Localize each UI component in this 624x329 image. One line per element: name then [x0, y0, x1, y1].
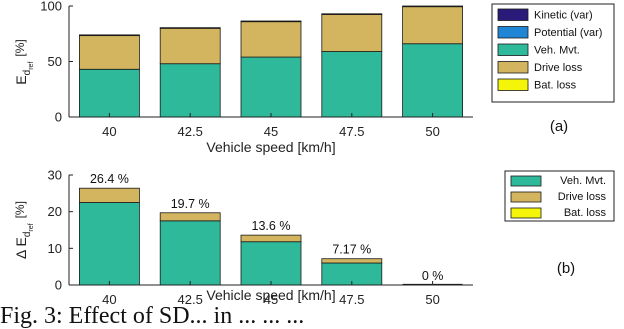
bar-veh-mvt-47-5	[321, 51, 383, 118]
legend-label-drive-loss: Drive loss	[534, 62, 583, 74]
bar-kinetic-var-42-5	[159, 27, 221, 29]
bar-kinetic-var-40	[79, 34, 140, 37]
x-tick-label: 42.5	[178, 124, 203, 139]
legend-swatch-drive-loss	[497, 61, 529, 74]
bar-kinetic-var-45	[240, 20, 302, 23]
bar-drive-loss-45	[240, 234, 302, 243]
bar-drive-loss-50	[402, 6, 464, 45]
data-label: 13.6 %	[252, 219, 291, 233]
bar-drive-loss-45	[240, 21, 302, 58]
y-tick-label: 100	[40, 0, 62, 14]
y-tick-label: 0	[55, 278, 62, 293]
panel-a-chart: 40 42.5 45 47.5 50 0 50 100 Vehicle speed [km/h]…	[13, 0, 615, 155]
x-tick-label: 47.5	[339, 124, 364, 139]
x-tick-label: 47.5	[339, 292, 364, 307]
y-tick-label: 0	[55, 110, 62, 125]
legend-swatch-drive-loss	[510, 191, 542, 203]
legend-label-bat-loss: Bat. loss	[534, 80, 577, 92]
x-tick-label: 50	[425, 292, 439, 307]
bar-drive-loss-40	[79, 34, 140, 70]
y-tick-label: 30	[48, 168, 62, 183]
bar-drive-loss-42-5	[159, 212, 221, 222]
data-label: 0 %	[422, 269, 444, 283]
bar-veh-mvt-45	[240, 56, 302, 118]
y-tick-label: 50	[48, 54, 62, 69]
bar-veh-mvt-45	[240, 241, 302, 286]
bar-veh-mvt-40	[79, 202, 140, 286]
legend-swatch-bat-loss	[497, 78, 529, 91]
y-axis-label: Δ Edref[%]	[13, 201, 35, 259]
legend: Kinetic (var) Potential (var) Veh. Mvt. Dri…	[491, 3, 615, 103]
x-tick-label: 50	[425, 124, 439, 139]
legend-swatch-veh-mvt	[497, 43, 529, 56]
bar-kinetic-var-50	[402, 5, 464, 8]
legend: Veh. Mvt. Drive loss Bat. loss	[504, 170, 615, 222]
legend-swatch-kinetic-var	[497, 8, 529, 21]
legend-label-veh-mvt: Veh. Mvt.	[560, 175, 606, 187]
figure-caption: Fig. 3: Effect of SD... in ... ... ...	[0, 303, 304, 329]
legend-label-potential-var: Potential (var)	[534, 27, 602, 39]
panel-b-chart: 26.4 % 40 19.7 % 42.5 13.6 % 45 7.17 % 47.5 0 % 5…	[13, 168, 615, 307]
data-label: 26.4 %	[90, 172, 129, 186]
x-axis-label: Vehicle speed [km/h]	[206, 139, 335, 155]
data-label: 19.7 %	[171, 197, 210, 211]
x-tick-label: 40	[102, 124, 116, 139]
legend-label-kinetic-var: Kinetic (var)	[534, 10, 593, 22]
legend-label-veh-mvt: Veh. Mvt.	[534, 45, 580, 57]
bar-veh-mvt-42-5	[159, 63, 221, 118]
y-tick-label: 10	[48, 241, 62, 256]
legend-swatch-potential-var	[497, 26, 529, 39]
bar-drive-loss-47-5	[321, 13, 383, 52]
bar-kinetic-var-47-5	[321, 13, 383, 15]
x-axis-label: Vehicle speed [km/h]	[206, 287, 335, 303]
panel-label: (a)	[550, 118, 568, 135]
legend-label-drive-loss: Drive loss	[558, 191, 607, 203]
bar-veh-mvt-42-5	[159, 220, 221, 286]
panel-label: (b)	[557, 260, 575, 277]
bar-drive-loss-42-5	[159, 27, 221, 65]
legend-swatch-veh-mvt	[510, 175, 542, 187]
y-axis-label: Edref[%]	[13, 39, 35, 84]
x-tick-label: 40	[102, 292, 116, 307]
bar-veh-mvt-50	[402, 43, 464, 118]
data-label: 7.17 %	[332, 243, 371, 257]
x-tick-label: 45	[264, 292, 278, 307]
legend-swatch-bat-loss	[510, 207, 542, 219]
legend-label-bat-loss: Bat. loss	[564, 207, 607, 219]
x-tick-label: 45	[264, 124, 278, 139]
bar-drive-loss-40	[79, 187, 140, 203]
x-tick-label: 42.5	[178, 292, 203, 307]
bar-drive-loss-47-5	[321, 258, 383, 264]
bar-veh-mvt-40	[79, 68, 140, 118]
y-tick-label: 20	[48, 204, 62, 219]
